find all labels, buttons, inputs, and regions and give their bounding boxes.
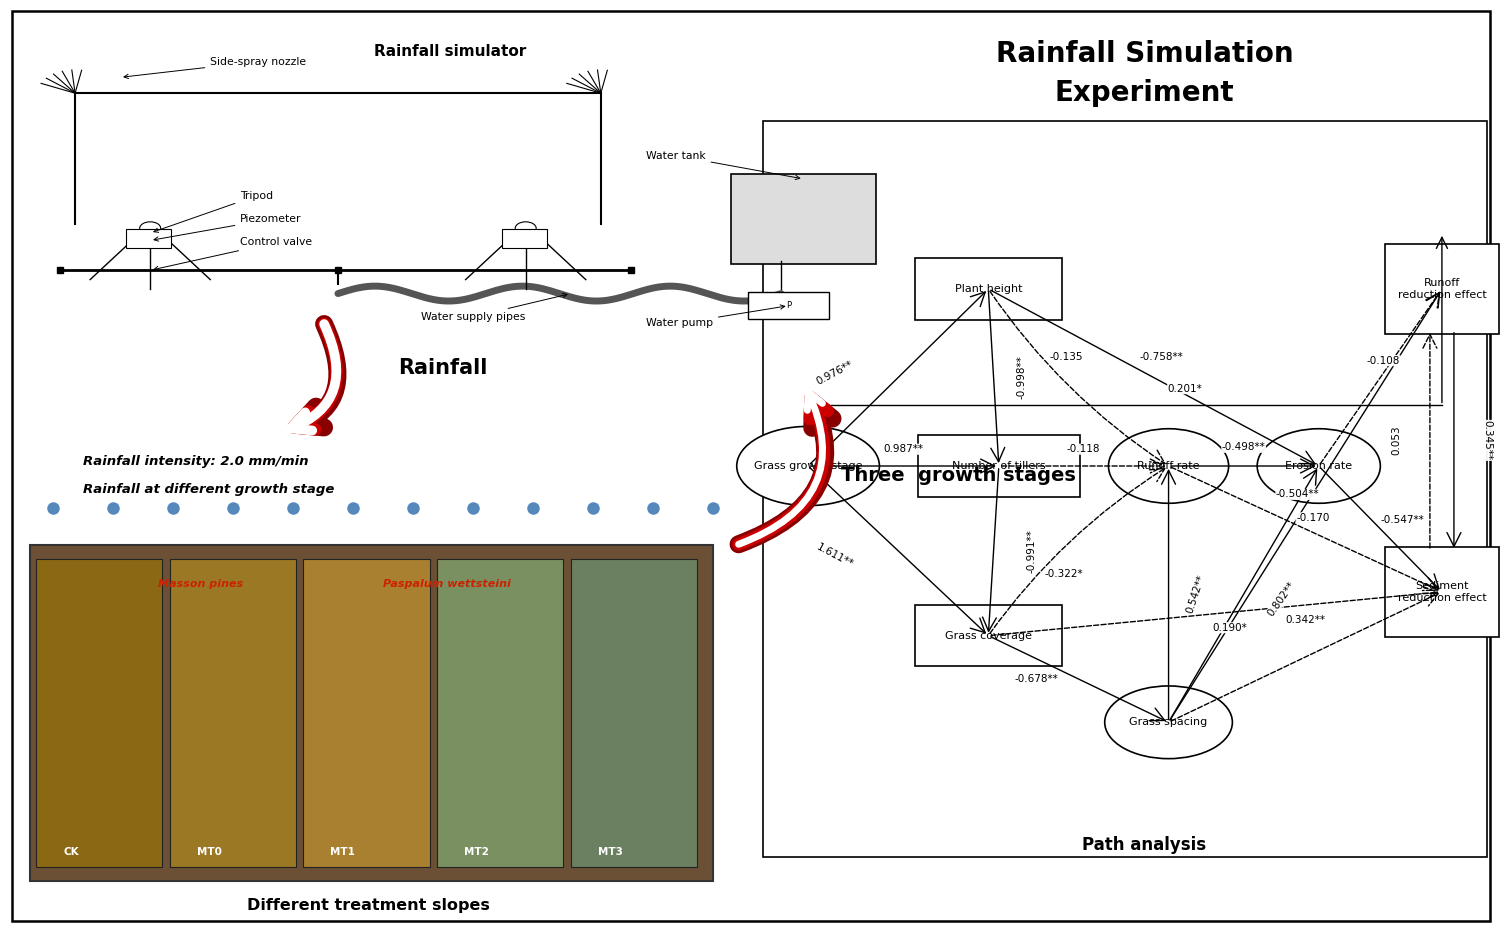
Text: -0.498**: -0.498**	[1221, 443, 1266, 452]
Ellipse shape	[1105, 686, 1233, 759]
Text: -0.108: -0.108	[1367, 356, 1400, 365]
Text: Side-spray nozzle: Side-spray nozzle	[125, 57, 306, 78]
Text: -0.758**: -0.758**	[1139, 352, 1184, 362]
Ellipse shape	[737, 427, 880, 505]
Text: -0.118: -0.118	[1066, 445, 1101, 454]
Text: Piezometer: Piezometer	[155, 214, 302, 241]
Text: Experiment: Experiment	[1054, 79, 1235, 107]
Text: MT0: MT0	[197, 847, 222, 857]
Text: -0.547**: -0.547**	[1380, 514, 1425, 525]
Text: P: P	[786, 301, 792, 309]
FancyBboxPatch shape	[303, 559, 430, 867]
Text: Rainfall: Rainfall	[398, 358, 488, 378]
Text: Number of tillers: Number of tillers	[952, 461, 1045, 471]
FancyBboxPatch shape	[170, 559, 296, 867]
Text: MT1: MT1	[330, 847, 356, 857]
Circle shape	[515, 222, 536, 235]
FancyBboxPatch shape	[12, 11, 1490, 921]
Text: Rainfall Simulation: Rainfall Simulation	[996, 40, 1293, 68]
Text: Paspalum wettsteini: Paspalum wettsteini	[383, 579, 511, 589]
Text: MT2: MT2	[464, 847, 490, 857]
FancyBboxPatch shape	[36, 559, 162, 867]
Text: Water pump: Water pump	[646, 305, 784, 328]
Ellipse shape	[1257, 429, 1380, 503]
FancyBboxPatch shape	[748, 292, 829, 319]
FancyBboxPatch shape	[30, 545, 713, 881]
FancyBboxPatch shape	[731, 174, 876, 264]
Text: 0.201*: 0.201*	[1167, 384, 1203, 393]
Text: 1.611**: 1.611**	[816, 541, 855, 569]
Text: Path analysis: Path analysis	[1083, 836, 1206, 855]
FancyBboxPatch shape	[502, 229, 547, 248]
Circle shape	[140, 222, 161, 235]
Text: MT3: MT3	[598, 847, 623, 857]
Text: -0.322*: -0.322*	[1044, 569, 1083, 579]
Text: Masson pines: Masson pines	[158, 579, 243, 589]
Text: Sediment
reduction effect: Sediment reduction effect	[1397, 581, 1487, 603]
Text: -0.170: -0.170	[1296, 513, 1329, 523]
FancyBboxPatch shape	[437, 559, 563, 867]
Text: Runoff
reduction effect: Runoff reduction effect	[1397, 278, 1487, 300]
FancyBboxPatch shape	[918, 435, 1080, 497]
Text: 0.345**: 0.345**	[1482, 420, 1491, 460]
Text: -0.504**: -0.504**	[1275, 489, 1320, 500]
Text: Control valve: Control valve	[155, 238, 312, 270]
Text: 0.976**: 0.976**	[816, 359, 855, 387]
FancyBboxPatch shape	[763, 121, 1487, 857]
Text: Rainfall simulator: Rainfall simulator	[374, 44, 527, 59]
Text: Different treatment slopes: Different treatment slopes	[246, 898, 490, 913]
Text: 0.190*: 0.190*	[1212, 623, 1248, 633]
FancyBboxPatch shape	[915, 258, 1062, 320]
FancyBboxPatch shape	[126, 229, 171, 248]
Text: Rainfall at different growth stage: Rainfall at different growth stage	[83, 483, 333, 496]
Text: Runoff rate: Runoff rate	[1137, 461, 1200, 471]
Text: -0.678**: -0.678**	[1014, 674, 1059, 684]
FancyBboxPatch shape	[571, 559, 697, 867]
Text: Grass coverage: Grass coverage	[945, 631, 1032, 640]
Text: CK: CK	[63, 847, 78, 857]
Text: Grass growth stage: Grass growth stage	[754, 461, 862, 471]
Text: 0.802**: 0.802**	[1266, 580, 1296, 618]
Text: Erosion rate: Erosion rate	[1286, 461, 1352, 471]
Text: -0.991**: -0.991**	[1027, 529, 1036, 572]
Text: Grass spacing: Grass spacing	[1130, 718, 1208, 727]
Text: Water supply pipes: Water supply pipes	[421, 294, 566, 322]
Text: Three  growth stages: Three growth stages	[841, 466, 1075, 485]
Text: 0.987**: 0.987**	[883, 445, 924, 454]
Ellipse shape	[1108, 429, 1229, 503]
FancyBboxPatch shape	[915, 605, 1062, 666]
Text: 0.053: 0.053	[1392, 426, 1401, 455]
Text: Water tank: Water tank	[646, 151, 799, 180]
Text: -0.998**: -0.998**	[1017, 356, 1026, 399]
Text: Plant height: Plant height	[955, 284, 1021, 294]
Text: -0.135: -0.135	[1050, 352, 1083, 362]
Text: 0.542**: 0.542**	[1185, 573, 1206, 615]
Text: 0.342**: 0.342**	[1286, 615, 1325, 624]
Text: Rainfall intensity: 2.0 mm/min: Rainfall intensity: 2.0 mm/min	[83, 455, 308, 468]
Text: Tripod: Tripod	[153, 191, 273, 232]
FancyBboxPatch shape	[1385, 547, 1499, 637]
FancyBboxPatch shape	[1385, 244, 1499, 334]
